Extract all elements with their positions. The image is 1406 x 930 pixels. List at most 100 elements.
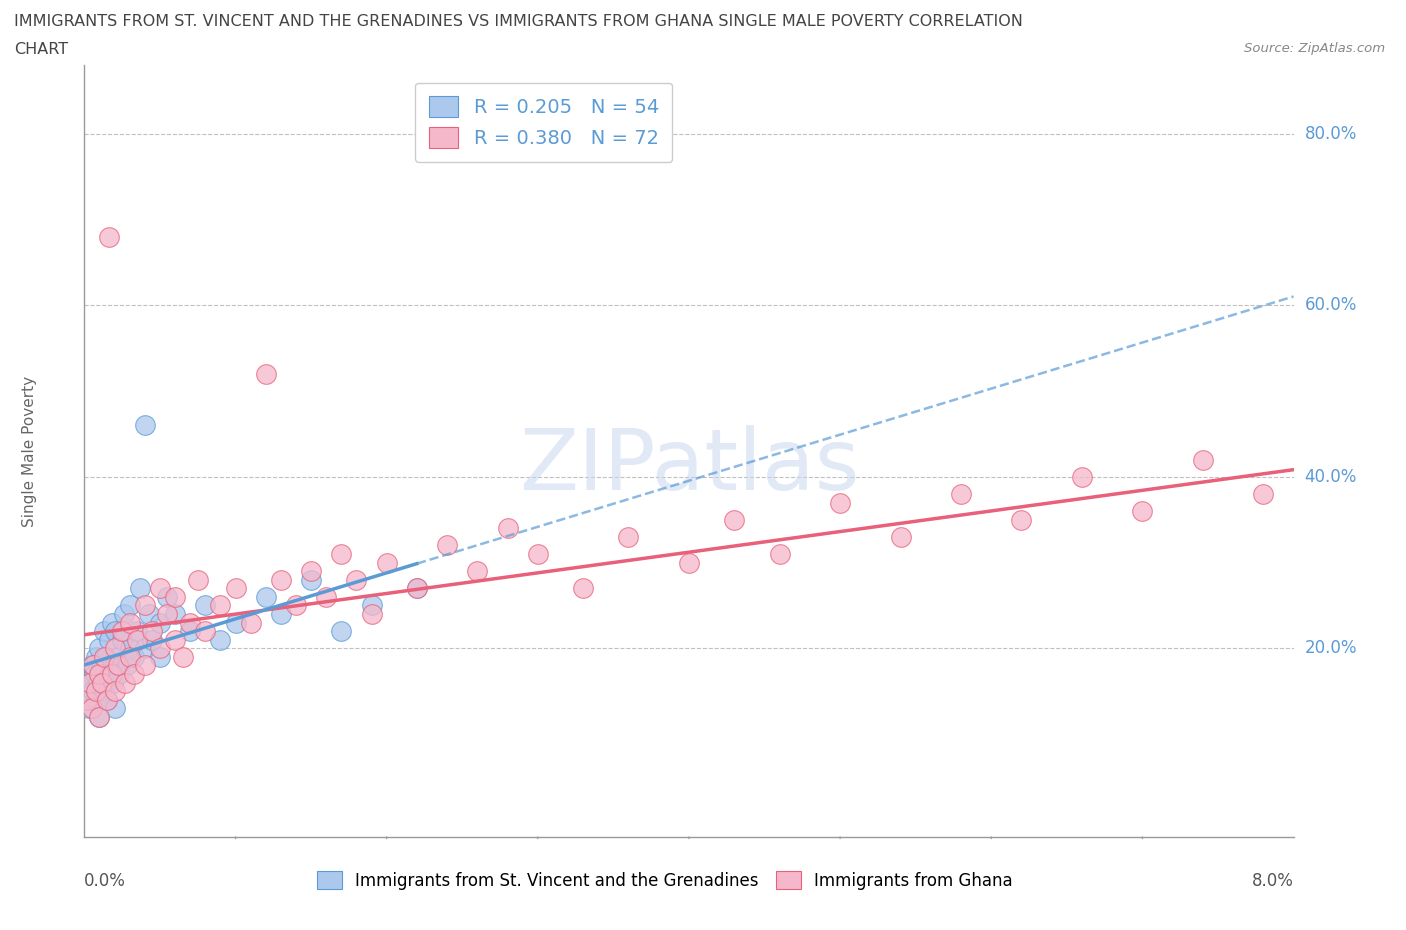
Point bbox=[98, 667, 121, 682]
Point bbox=[527, 547, 550, 562]
Point bbox=[165, 590, 187, 604]
Point bbox=[617, 529, 640, 544]
Text: 20.0%: 20.0% bbox=[1305, 639, 1357, 658]
Point bbox=[118, 615, 141, 630]
Point bbox=[104, 624, 127, 639]
Point bbox=[82, 684, 104, 698]
Point bbox=[330, 624, 353, 639]
Point bbox=[107, 658, 129, 673]
Point bbox=[100, 615, 122, 630]
Point bbox=[89, 641, 111, 656]
Point bbox=[209, 632, 232, 647]
Point bbox=[91, 658, 114, 673]
Point bbox=[89, 710, 111, 724]
Point bbox=[94, 675, 117, 690]
Point bbox=[118, 598, 141, 613]
Point bbox=[122, 667, 145, 682]
Point bbox=[496, 521, 519, 536]
Point bbox=[134, 658, 156, 673]
Point bbox=[134, 641, 156, 656]
Point bbox=[890, 529, 912, 544]
Legend: Immigrants from St. Vincent and the Grenadines, Immigrants from Ghana: Immigrants from St. Vincent and the Gren… bbox=[309, 863, 1021, 898]
Point bbox=[104, 658, 127, 673]
Point bbox=[141, 632, 163, 647]
Point bbox=[285, 598, 308, 613]
Point bbox=[723, 512, 745, 527]
Point bbox=[179, 624, 201, 639]
Point bbox=[678, 555, 700, 570]
Point bbox=[1313, 435, 1336, 450]
Point bbox=[79, 675, 101, 690]
Point bbox=[93, 649, 115, 664]
Point bbox=[111, 632, 134, 647]
Point bbox=[118, 641, 141, 656]
Point bbox=[89, 710, 111, 724]
Point bbox=[1192, 452, 1215, 467]
Point bbox=[225, 581, 247, 596]
Point bbox=[127, 624, 149, 639]
Point bbox=[194, 624, 217, 639]
Point bbox=[127, 632, 149, 647]
Point bbox=[86, 684, 108, 698]
Text: Single Male Poverty: Single Male Poverty bbox=[22, 376, 38, 526]
Text: Source: ZipAtlas.com: Source: ZipAtlas.com bbox=[1244, 42, 1385, 55]
Point bbox=[80, 692, 103, 707]
Point bbox=[104, 641, 127, 656]
Text: 0.0%: 0.0% bbox=[84, 871, 127, 890]
Text: 80.0%: 80.0% bbox=[1305, 125, 1357, 142]
Point bbox=[76, 684, 98, 698]
Point bbox=[134, 598, 156, 613]
Text: 8.0%: 8.0% bbox=[1251, 871, 1294, 890]
Point bbox=[830, 495, 852, 510]
Point bbox=[93, 624, 115, 639]
Point bbox=[270, 572, 292, 587]
Point bbox=[315, 590, 337, 604]
Point bbox=[80, 658, 103, 673]
Text: ZIPatlas: ZIPatlas bbox=[519, 425, 859, 508]
Point bbox=[950, 486, 973, 501]
Point bbox=[96, 692, 118, 707]
Point bbox=[129, 581, 152, 596]
Point bbox=[149, 641, 172, 656]
Point bbox=[225, 615, 247, 630]
Point bbox=[100, 667, 122, 682]
Point bbox=[115, 658, 138, 673]
Point bbox=[1071, 470, 1094, 485]
Point bbox=[187, 572, 209, 587]
Point bbox=[107, 649, 129, 664]
Point bbox=[89, 667, 111, 682]
Point bbox=[91, 675, 114, 690]
Point bbox=[111, 624, 134, 639]
Point bbox=[86, 692, 108, 707]
Point bbox=[84, 667, 107, 682]
Point bbox=[79, 675, 101, 690]
Point bbox=[1358, 470, 1381, 485]
Point bbox=[172, 649, 194, 664]
Point bbox=[1132, 504, 1154, 519]
Point bbox=[149, 581, 172, 596]
Point bbox=[406, 581, 429, 596]
Point bbox=[179, 615, 201, 630]
Point bbox=[82, 658, 104, 673]
Point bbox=[96, 692, 118, 707]
Point bbox=[346, 572, 368, 587]
Point bbox=[134, 418, 156, 432]
Point bbox=[1011, 512, 1033, 527]
Point bbox=[149, 615, 172, 630]
Point bbox=[80, 701, 103, 716]
Point bbox=[1253, 486, 1275, 501]
Point bbox=[156, 606, 179, 621]
Point bbox=[86, 649, 108, 664]
Point bbox=[299, 564, 322, 578]
Point bbox=[209, 598, 232, 613]
Point bbox=[572, 581, 595, 596]
Point bbox=[156, 590, 179, 604]
Point bbox=[330, 547, 353, 562]
Point bbox=[406, 581, 429, 596]
Point bbox=[360, 598, 382, 613]
Point bbox=[87, 675, 110, 690]
Text: 60.0%: 60.0% bbox=[1305, 297, 1357, 314]
Text: 40.0%: 40.0% bbox=[1305, 468, 1357, 485]
Point bbox=[118, 649, 141, 664]
Point bbox=[91, 684, 114, 698]
